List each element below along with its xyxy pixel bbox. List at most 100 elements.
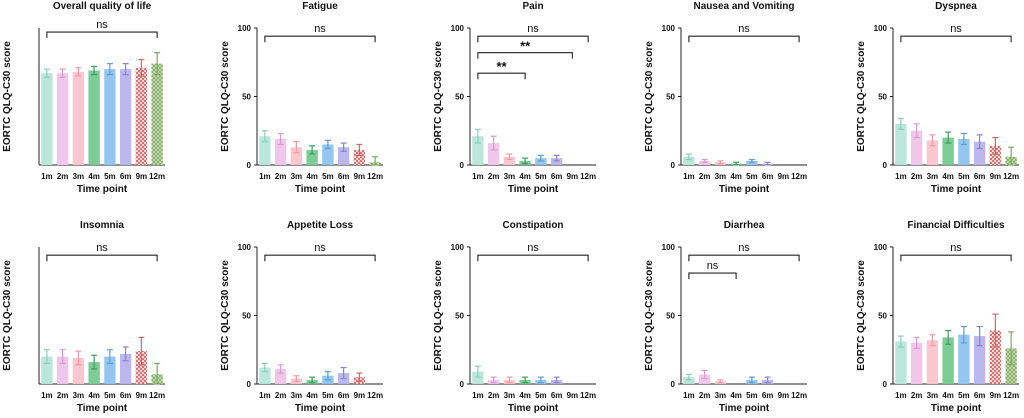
bar-1m (259, 136, 271, 165)
x-tick-label: 12m (791, 172, 807, 181)
significance-label: ** (496, 59, 507, 74)
chart-panel: Financial Difficulties EORTC QLQ-C30 scor… (856, 220, 1019, 414)
y-tick-label: 0 (460, 380, 465, 389)
x-tick-label: 3m (504, 172, 516, 181)
y-axis-label: EORTC QLQ-C30 score (433, 260, 444, 371)
panel-title: Financial Difficulties (907, 220, 1005, 231)
x-tick-label: 12m (1003, 391, 1019, 400)
x-tick-label: 3m (715, 172, 727, 181)
chart-panel: Diarrhea EORTC QLQ-C30 score 0 50 100 1m 2m 3m 4… (644, 220, 807, 414)
bar-9m (135, 351, 148, 384)
x-axis-label: Time point (77, 184, 128, 195)
significance-bracket (900, 254, 1012, 262)
panel-title: Insomnia (80, 220, 124, 231)
y-tick-label: 50 (666, 93, 675, 102)
x-tick-label: 5m (535, 172, 547, 181)
bar-6m (550, 158, 563, 165)
x-tick-label: 5m (322, 391, 334, 400)
x-tick-label: 3m (291, 391, 303, 400)
x-tick-label: 6m (338, 172, 350, 181)
x-tick-label: 2m (275, 391, 287, 400)
x-tick-label: 6m (551, 172, 563, 181)
x-tick-label: 4m (730, 391, 742, 400)
bar-6m (973, 336, 986, 384)
x-tick-label: 12m (367, 391, 383, 400)
significance-bracket (477, 35, 589, 43)
x-tick-label: 3m (291, 172, 303, 181)
significance-label: ns (707, 260, 719, 272)
y-tick-label: 50 (878, 93, 887, 102)
panel-title: Overall quality of life (53, 1, 152, 12)
x-axis-label: Time point (931, 403, 982, 414)
x-tick-label: 4m (306, 391, 318, 400)
chart-panel: Overall quality of life EORTC QLQ-C30 sco… (2, 1, 165, 195)
panel-title: Fatigue (302, 1, 338, 12)
chart-panel: Constipation EORTC QLQ-C30 score 0 50 100 1m 2… (433, 220, 596, 414)
x-tick-label: 5m (104, 391, 116, 400)
bar-12m (151, 63, 163, 166)
x-tick-label: 9m (778, 391, 790, 400)
y-tick-label: 100 (238, 243, 252, 252)
x-tick-label: 5m (958, 391, 970, 400)
x-tick-label: 5m (746, 172, 758, 181)
bar-1m (683, 156, 695, 165)
x-tick-label: 1m (41, 172, 53, 181)
bar-2m (487, 143, 500, 165)
x-tick-label: 2m (911, 391, 923, 400)
x-tick-label: 4m (306, 172, 318, 181)
bar-5m (322, 144, 334, 165)
bar-5m (958, 138, 970, 165)
y-axis-label: EORTC QLQ-C30 score (220, 41, 231, 152)
y-tick-label: 100 (662, 243, 676, 252)
y-tick-label: 50 (666, 312, 675, 321)
bar-12m (1005, 348, 1017, 384)
bar-3m (72, 357, 85, 384)
bar-4m (942, 137, 954, 165)
panel-title: Appetite Loss (287, 220, 354, 231)
significance-bracket (900, 35, 1012, 43)
bar-9m (135, 67, 148, 165)
bar-9m (989, 145, 1002, 165)
y-axis-label: EORTC QLQ-C30 score (2, 41, 13, 152)
x-tick-label: 6m (974, 391, 986, 400)
x-tick-label: 12m (580, 172, 596, 181)
significance-bracket (264, 35, 376, 43)
significance-label: ns (950, 23, 962, 35)
x-tick-label: 12m (580, 391, 596, 400)
y-tick-label: 100 (451, 24, 465, 33)
significance-bracket (477, 254, 589, 262)
y-axis-label: EORTC QLQ-C30 score (220, 260, 231, 371)
bar-5m (958, 334, 970, 384)
bar-5m (535, 158, 547, 165)
panel-title: Dyspnea (935, 1, 977, 12)
y-tick-label: 100 (662, 24, 676, 33)
x-tick-label: 9m (990, 172, 1002, 181)
x-tick-label: 1m (683, 391, 695, 400)
chart-panel: Nausea and Vomiting EORTC QLQ-C30 score 0 5… (644, 1, 807, 195)
bar-1m (683, 377, 695, 384)
significance-bracket (477, 52, 573, 59)
bar-4m (88, 362, 100, 384)
y-tick-label: 0 (247, 380, 252, 389)
x-axis-label: Time point (719, 184, 770, 195)
y-tick-label: 100 (451, 243, 465, 252)
y-tick-label: 50 (455, 312, 464, 321)
significance-label: ns (96, 242, 108, 254)
bar-9m (989, 330, 1002, 384)
y-tick-label: 0 (671, 380, 676, 389)
x-tick-label: 12m (1003, 172, 1019, 181)
bar-5m (104, 356, 116, 384)
x-tick-label: 9m (567, 172, 579, 181)
x-tick-label: 2m (488, 172, 500, 181)
bar-1m (41, 356, 53, 384)
bar-5m (746, 160, 758, 165)
significance-bracket (477, 72, 526, 80)
y-axis-label: EORTC QLQ-C30 score (856, 41, 867, 152)
significance-label: ns (527, 23, 539, 35)
significance-label: ns (738, 242, 750, 254)
bar-3m (290, 147, 303, 165)
x-tick-label: 9m (136, 391, 148, 400)
significance-bracket (688, 254, 800, 262)
y-tick-label: 50 (242, 312, 251, 321)
